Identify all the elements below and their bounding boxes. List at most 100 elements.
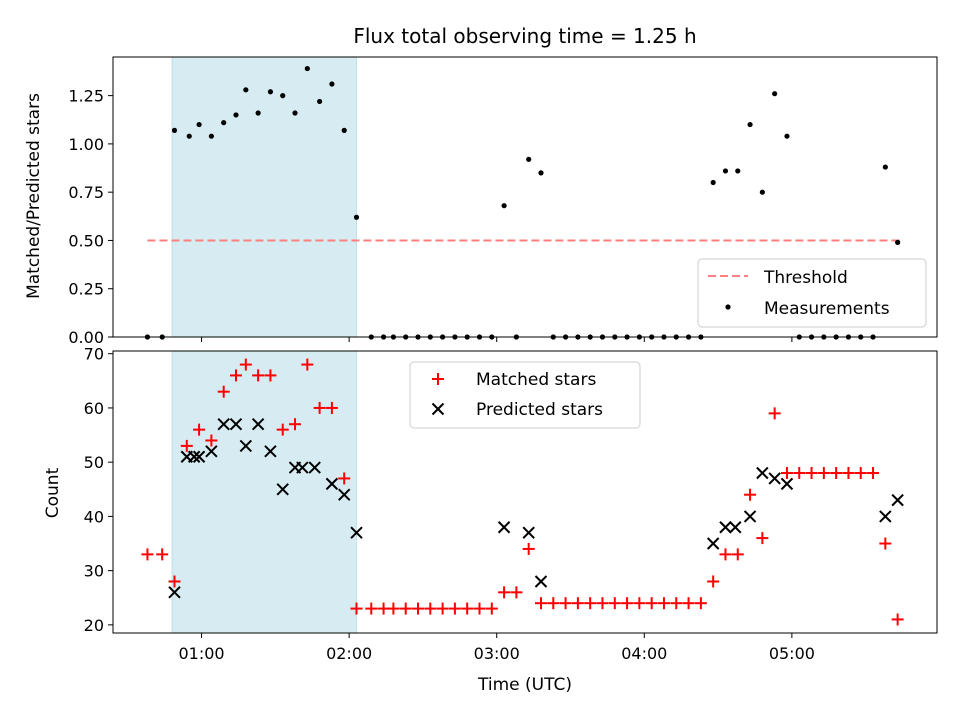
matched-star-point [867, 467, 880, 480]
measurement-point [317, 98, 323, 105]
measurement-point [882, 164, 888, 170]
predicted-star-point [296, 461, 309, 474]
matched-star-point [854, 467, 867, 480]
measurement-point [304, 65, 310, 72]
matched-star-point [768, 407, 781, 420]
matched-star-point [350, 602, 363, 615]
matched-star-point [412, 602, 425, 615]
y-axis-ticks: 20 30 40 50 60 70 [84, 345, 113, 635]
predicted-star-point [205, 445, 218, 458]
predicted-star-point [719, 521, 732, 534]
matched-star-point [264, 369, 277, 382]
legend-predicted-swatch [431, 402, 445, 416]
matched-star-point [156, 548, 169, 561]
matched-star-point [830, 467, 843, 480]
measurement-point [186, 133, 192, 139]
measurement-point [243, 87, 249, 93]
legend-measurements-swatch [725, 304, 731, 310]
legend-matched-label: Matched stars [476, 370, 596, 390]
y-tick-label: 0.50 [68, 231, 104, 250]
measurement-point [895, 239, 901, 245]
measurement-point [526, 156, 532, 162]
matched-star-point [793, 467, 806, 480]
measurement-point [784, 133, 790, 139]
predicted-star-point [192, 450, 206, 463]
predicted-star-point [338, 488, 351, 501]
x-tick-label: 02:00 [326, 644, 372, 663]
matched-star-point [313, 401, 326, 414]
measurement-point [329, 81, 335, 87]
matched-star-point [365, 602, 378, 615]
matched-star-point [424, 602, 437, 615]
measurement-point [280, 93, 286, 99]
matched-star-point [399, 602, 412, 615]
observing-window-span [171, 350, 358, 634]
predicted-star-point [768, 472, 781, 485]
matched-star-point [387, 602, 400, 615]
ratio-panel: 0.00 0.25 0.50 0.75 1.00 1.25 Flux total obse… [24, 24, 938, 347]
matched-star-point [694, 597, 707, 610]
matched-star-point [180, 439, 193, 452]
matched-star-point [596, 597, 609, 610]
y-axis-ticks: 0.00 0.25 0.50 0.75 1.00 1.25 [68, 87, 113, 347]
predicted-star-point [706, 537, 720, 550]
matched-star-point [780, 467, 793, 480]
matched-star-point [485, 602, 498, 615]
plot-frame [112, 350, 938, 634]
matched-star-point [436, 602, 449, 615]
plot-frame [112, 56, 938, 338]
predicted-star-point [891, 493, 904, 507]
measurement-point [292, 110, 298, 116]
predicted-star-point [743, 510, 757, 523]
measurement-point [772, 91, 778, 97]
observing-window-span [171, 56, 358, 338]
measurement-point [353, 214, 360, 220]
y-tick-label: 0.75 [68, 183, 104, 202]
predicted-star-point [251, 418, 265, 431]
y-tick-label: 60 [84, 399, 104, 418]
predicted-star-point [534, 575, 548, 588]
matched-star-point [633, 597, 646, 610]
measurement-point [255, 110, 261, 116]
predicted-star-point [756, 466, 769, 480]
measurement-point [759, 189, 765, 195]
predicted-star-point [276, 483, 289, 496]
measurement-point [722, 168, 729, 174]
measurement-point [221, 120, 227, 126]
predicted-star-point [879, 510, 892, 523]
predicted-star-point [325, 477, 339, 491]
legend-plus-marker [432, 373, 444, 385]
predicted-star-point [729, 521, 742, 534]
matched-star-point [229, 369, 242, 382]
matched-star-point [571, 597, 584, 610]
matched-star-point [805, 467, 818, 480]
y-axis-label: Matched/Predicted stars [24, 93, 44, 299]
y-tick-label: 1.25 [68, 87, 104, 106]
x-axis-label: Time (UTC) [477, 675, 572, 695]
matched-star-point [276, 423, 289, 436]
matched-star-point [879, 537, 892, 550]
predicted-star-point [780, 477, 794, 491]
matched-star-point [141, 548, 154, 561]
measurement-point [208, 133, 214, 139]
matched-star-point [645, 597, 658, 610]
matched-star-point [731, 548, 744, 561]
matched-star-point [325, 401, 338, 414]
matched-star-point [547, 597, 560, 610]
matched-star-point [817, 467, 830, 480]
matched-star-point [534, 597, 547, 610]
predicted-star-point [217, 418, 230, 431]
predicted-star-point [308, 461, 321, 474]
measurement-point [196, 121, 202, 128]
matched-star-point [657, 597, 670, 610]
matched-star-point [510, 586, 523, 599]
measurement-point [747, 121, 753, 128]
matched-star-point [608, 597, 621, 610]
legend-threshold-label: Threshold [763, 268, 848, 288]
matched-star-point [682, 597, 695, 610]
matched-star-point [842, 467, 855, 480]
legend-x-marker [431, 402, 445, 416]
measurement-point [171, 127, 178, 133]
y-tick-label: 40 [84, 507, 104, 526]
matched-star-point [252, 369, 265, 382]
